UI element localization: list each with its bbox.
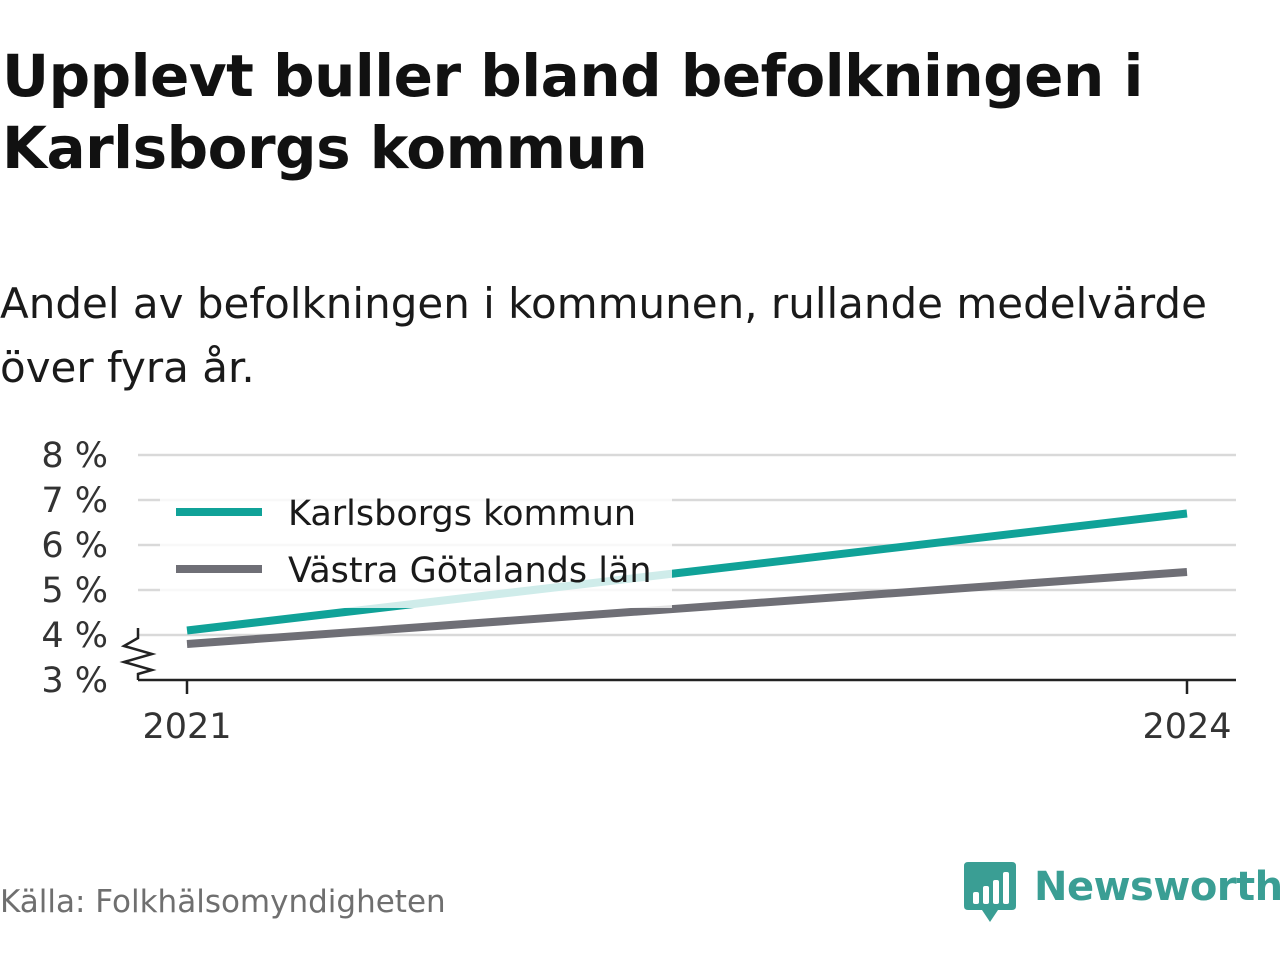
- legend-label: Karlsborgs kommun: [288, 494, 636, 534]
- x-tick-label: 2024: [1142, 707, 1231, 747]
- series-line-2: [186, 568, 1188, 648]
- line-chart: 3 % 4 % 5 % 6 % 7 % 8 % Karlsborgs kommun Väst…: [41, 436, 1236, 747]
- brand-logo-block: Newsworthy: [964, 862, 1280, 928]
- y-tick-label: 7 %: [41, 481, 108, 521]
- chart-subtitle: Andel av befolkningen i kommunen, rullan…: [0, 279, 1207, 392]
- y-tick-label: 3 %: [41, 661, 108, 701]
- brand-name: Newsworthy: [1034, 864, 1280, 910]
- y-axis-break-icon: [119, 628, 157, 680]
- legend-label: Västra Götalands län: [288, 551, 652, 591]
- legend: Karlsborgs kommun Västra Götalands län: [160, 488, 672, 608]
- series-lines: [186, 509, 1188, 648]
- newsworthy-logo-icon: [964, 862, 1016, 922]
- x-tick-label: 2021: [142, 707, 231, 747]
- chart-title: Upplevt buller bland befolkningen i Karl…: [2, 42, 1143, 182]
- series-line-1: [186, 509, 1188, 635]
- y-tick-label: 4 %: [41, 616, 108, 656]
- y-tick-label: 8 %: [41, 436, 108, 476]
- x-axis-labels: 2021 2024: [142, 707, 1231, 747]
- source-note: Källa: Folkhälsomyndigheten: [0, 884, 446, 920]
- axes: [119, 628, 1236, 694]
- y-tick-label: 5 %: [41, 571, 108, 611]
- y-axis-labels: 3 % 4 % 5 % 6 % 7 % 8 %: [41, 436, 108, 701]
- y-tick-label: 6 %: [41, 526, 108, 566]
